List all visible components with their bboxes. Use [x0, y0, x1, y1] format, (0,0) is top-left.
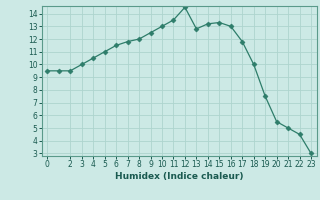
X-axis label: Humidex (Indice chaleur): Humidex (Indice chaleur)	[115, 172, 244, 181]
